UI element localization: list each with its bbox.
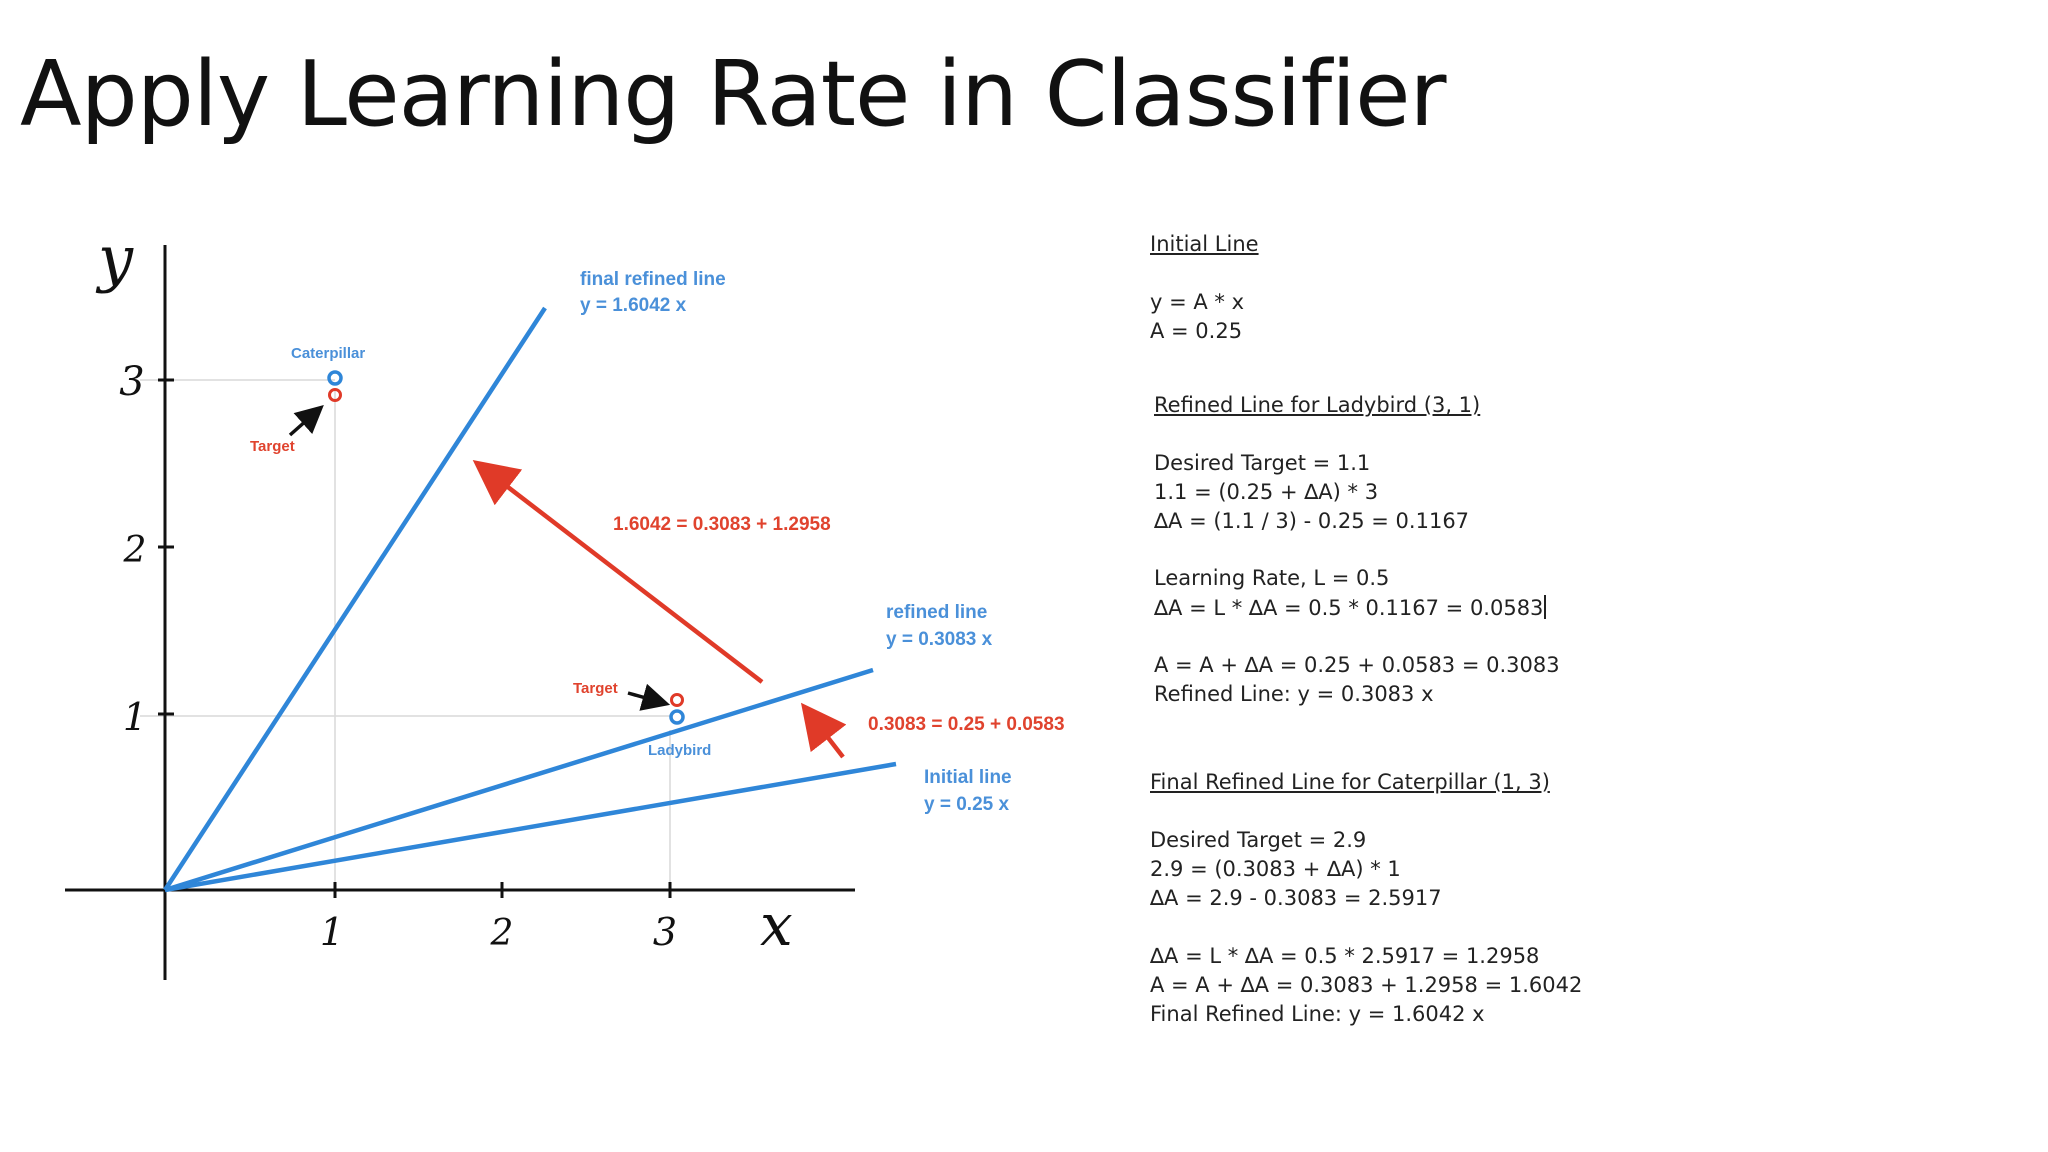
refined-line <box>164 667 874 893</box>
refined-line-name: refined line <box>886 602 987 623</box>
refined-line-heading: Refined Line for Ladybird (3, 1) <box>1154 393 1481 417</box>
y-tick-label-1: 1 <box>123 695 147 739</box>
final-refined-line <box>163 306 547 892</box>
classifier-plot: 3 2 1 1 2 3 y x final refined line y = 1… <box>65 222 1065 980</box>
refined-line-result: Refined Line: y = 0.3083 x <box>1154 682 1434 706</box>
x-tick-label-2: 2 <box>490 913 514 954</box>
caterpillar-target-arrow <box>288 405 324 437</box>
caterpillar-desired-target: Desired Target = 2.9 <box>1150 828 1367 852</box>
x-tick-label-3: 3 <box>653 910 677 954</box>
final-line-equation: y = 1.6042 x <box>580 295 687 316</box>
ladybird-point <box>669 709 685 725</box>
ladybird-target-arrow <box>627 683 671 711</box>
ladybird-target-point <box>670 693 684 707</box>
caterpillar-target-point <box>328 388 342 402</box>
x-tick-label-1: 1 <box>320 910 344 954</box>
caterpillar-label: Caterpillar <box>291 345 365 362</box>
x-axis-label: x <box>760 891 793 959</box>
ladybird-equation-3: ∆A = L * ∆A = 0.5 * 0.1167 = 0.0583 <box>1154 596 1544 620</box>
small-arrow-annotation: 0.3083 = 0.25 + 0.0583 <box>868 714 1065 735</box>
final-line-result: Final Refined Line: y = 1.6042 x <box>1150 1002 1485 1026</box>
caterpillar-equation-2: ∆A = 2.9 - 0.3083 = 2.5917 <box>1150 886 1442 910</box>
text-cursor <box>1544 595 1546 619</box>
initial-line <box>164 761 897 893</box>
y-tick-label-3: 3 <box>119 359 144 405</box>
initial-line-heading: Initial Line <box>1150 232 1259 256</box>
ladybird-equation-1: 1.1 = (0.25 + ∆A) * 3 <box>1154 480 1379 504</box>
ladybird-target-label: Target <box>573 680 618 697</box>
caterpillar-target-label: Target <box>250 438 295 455</box>
caterpillar-equation-1: 2.9 = (0.3083 + ∆A) * 1 <box>1150 857 1401 881</box>
learning-rate: Learning Rate, L = 0.5 <box>1154 566 1390 590</box>
initial-line-equation: y = 0.25 x <box>924 794 1009 815</box>
y-axis-label: y <box>95 222 134 295</box>
initial-a-value: A = 0.25 <box>1150 319 1243 343</box>
classifier-figure: 3 2 1 1 2 3 y x final refined line y = 1… <box>40 220 1100 1020</box>
caterpillar-point <box>327 370 343 386</box>
big-update-arrow <box>472 460 764 684</box>
caterpillar-equation-3: ∆A = L * ∆A = 0.5 * 2.5917 = 1.2958 <box>1150 944 1540 968</box>
initial-equation: y = A * x <box>1150 290 1245 314</box>
small-update-arrow <box>800 702 847 759</box>
initial-line-name: Initial line <box>924 767 1012 788</box>
final-line-heading: Final Refined Line for Caterpillar (1, 3… <box>1150 770 1550 794</box>
ladybird-equation-2: ∆A = (1.1 / 3) - 0.25 = 0.1167 <box>1154 509 1470 533</box>
slide-title: Apply Learning Rate in Classifier <box>20 42 1447 147</box>
ladybird-equation-4: A = A + ∆A = 0.25 + 0.0583 = 0.3083 <box>1154 653 1560 677</box>
ladybird-desired-target: Desired Target = 1.1 <box>1154 451 1371 475</box>
ladybird-label: Ladybird <box>648 742 711 759</box>
y-tick-label-2: 2 <box>123 530 147 571</box>
ladybird-equation-3-wrap: ∆A = L * ∆A = 0.5 * 0.1167 = 0.0583 <box>1154 595 1546 620</box>
caterpillar-equation-4: A = A + ∆A = 0.3083 + 1.2958 = 1.6042 <box>1150 973 1583 997</box>
big-arrow-annotation: 1.6042 = 0.3083 + 1.2958 <box>613 514 831 535</box>
final-line-name: final refined line <box>580 269 726 290</box>
refined-line-equation: y = 0.3083 x <box>886 629 993 650</box>
